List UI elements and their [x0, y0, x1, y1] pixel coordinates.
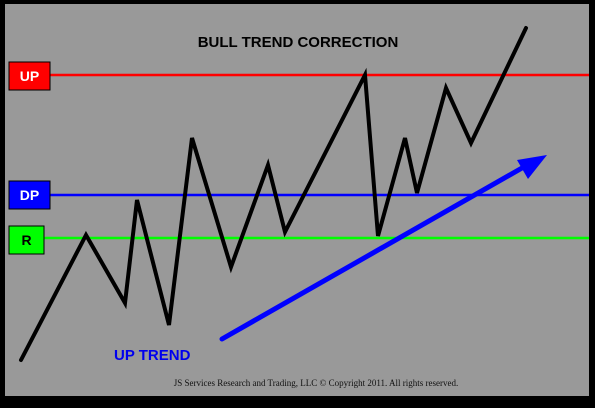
copyright-notice: JS Services Research and Trading, LLC © … [174, 378, 458, 388]
r-level-label: R [21, 232, 31, 248]
price-path [19, 26, 528, 362]
up-trend-arrow [219, 155, 547, 342]
chart-background [5, 4, 589, 396]
dp-level-label: DP [20, 187, 39, 203]
r-level-badge: R [8, 225, 45, 255]
up-level-label: UP [20, 68, 39, 84]
dp-level-badge: DP [8, 180, 51, 210]
up-level-badge: UP [8, 61, 51, 91]
chart-title: BULL TREND CORRECTION [198, 34, 399, 51]
up-trend-label: UP TREND [114, 347, 191, 364]
